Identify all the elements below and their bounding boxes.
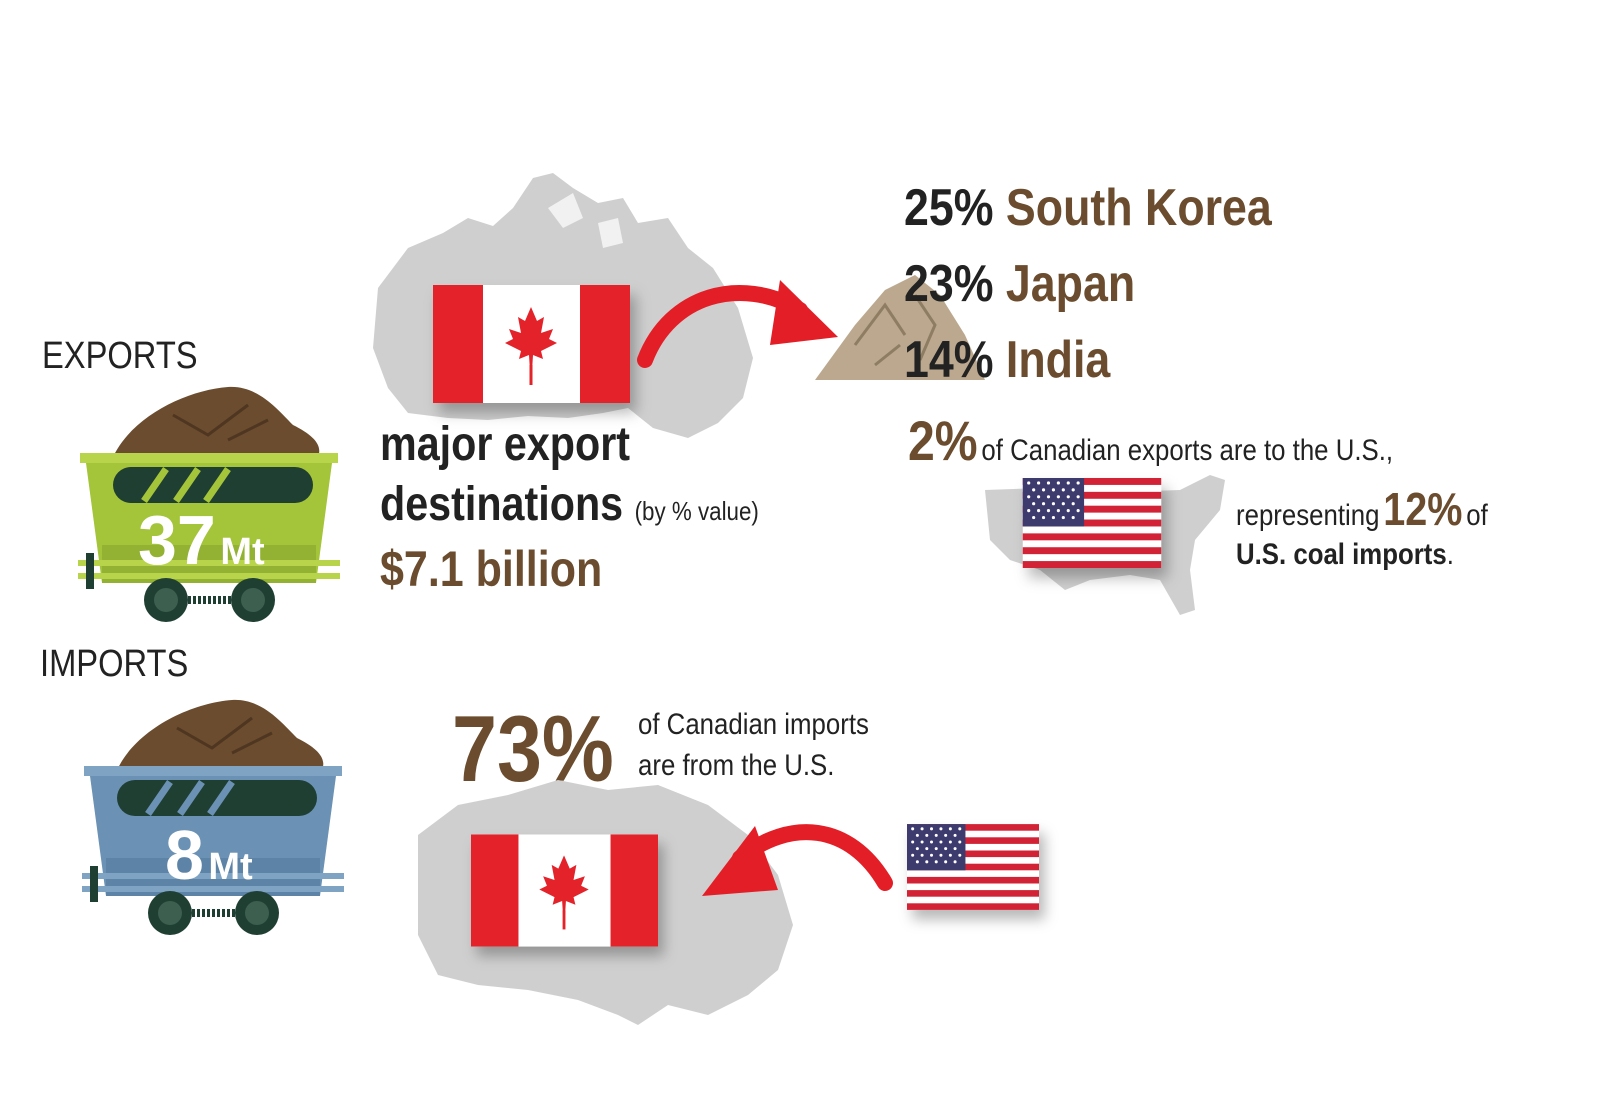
rep-of: of bbox=[1466, 499, 1488, 532]
import-arrow-icon bbox=[702, 824, 893, 896]
import-us-text-line2: are from the U.S. bbox=[638, 748, 835, 782]
imports-tonnage-unit: Mt bbox=[208, 846, 253, 888]
export-headline: major export destinations (by % value) bbox=[380, 415, 759, 535]
destination-country: India bbox=[1005, 331, 1111, 389]
export-headline-line2: destinations bbox=[380, 478, 624, 531]
export-us-text: of Canadian exports are to the U.S., bbox=[981, 434, 1394, 467]
export-headline-note: (by % value) bbox=[634, 496, 759, 526]
imports-tonnage: 8 Mt bbox=[165, 815, 253, 895]
destination-pct: 25% bbox=[904, 179, 994, 237]
destination-pct: 14% bbox=[904, 331, 994, 389]
imports-label: IMPORTS bbox=[40, 643, 189, 685]
coal-pile-icon bbox=[815, 275, 985, 380]
exports-tonnage-value: 37 bbox=[138, 501, 216, 579]
export-us-representing: representing 12% of U.S. coal imports. bbox=[1236, 482, 1488, 573]
export-arrow-icon bbox=[637, 280, 838, 368]
export-us-pct: 2% bbox=[908, 409, 978, 472]
us-flag-imports-icon bbox=[907, 824, 1039, 910]
exports-tonnage: 37 Mt bbox=[138, 500, 265, 580]
us-flag-exports-icon bbox=[1022, 478, 1162, 568]
coal-cart-exports-icon bbox=[78, 386, 340, 622]
destination-country: South Korea bbox=[1005, 179, 1272, 237]
coal-cart-imports-icon bbox=[82, 699, 344, 935]
exports-tonnage-unit: Mt bbox=[220, 531, 265, 573]
export-us-share: 2% of Canadian exports are to the U.S., bbox=[908, 408, 1393, 473]
rep-prefix: representing bbox=[1236, 499, 1380, 532]
destination-country: Japan bbox=[1005, 255, 1136, 313]
export-destinations-list: 25% South Korea 23% Japan 14% India bbox=[904, 182, 1272, 386]
destination-row: 25% South Korea bbox=[904, 182, 1272, 234]
canada-flag-imports-icon bbox=[471, 834, 658, 947]
rep-pct: 12% bbox=[1383, 483, 1463, 535]
exports-label: EXPORTS bbox=[42, 335, 198, 377]
destination-row: 23% Japan bbox=[904, 258, 1272, 310]
export-headline-line1: major export bbox=[380, 418, 631, 471]
destination-pct: 23% bbox=[904, 255, 994, 313]
canada-flag-exports-icon bbox=[433, 285, 630, 403]
destination-row: 14% India bbox=[904, 334, 1272, 386]
import-us-pct: 73% bbox=[452, 696, 614, 801]
import-us-text-line1: of Canadian imports bbox=[638, 708, 869, 741]
export-value-total: $7.1 billion bbox=[380, 541, 603, 597]
import-us-text: of Canadian imports are from the U.S. bbox=[638, 705, 869, 786]
rep-end: . bbox=[1446, 538, 1454, 572]
rep-bold: U.S. coal imports bbox=[1236, 538, 1447, 572]
imports-tonnage-value: 8 bbox=[165, 816, 204, 894]
